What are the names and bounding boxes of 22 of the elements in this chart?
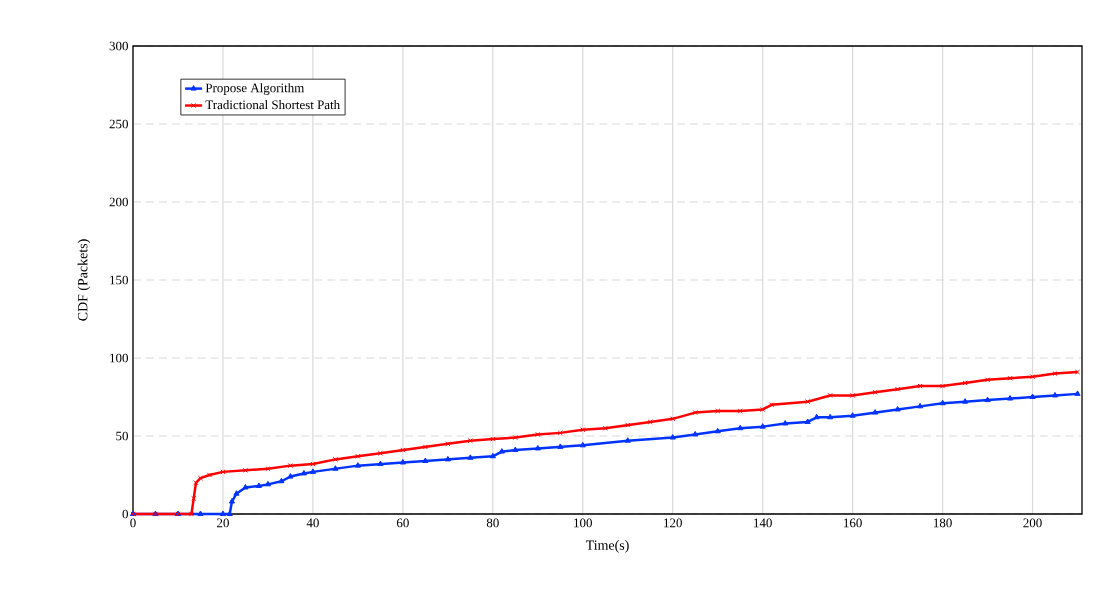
x-tick-label: 0 <box>130 518 136 528</box>
x-tick-label: 160 <box>844 518 862 528</box>
legend-label: Tradictional Shortest Path <box>205 100 340 110</box>
x-axis-title: Time(s) <box>585 540 629 553</box>
x-tick-label: 100 <box>574 518 592 528</box>
x-tick-label: 20 <box>217 518 229 528</box>
x-tick-label: 120 <box>664 518 682 528</box>
y-tick-label: 100 <box>110 353 128 363</box>
y-tick-label: 150 <box>110 275 128 285</box>
y-tick-label: 250 <box>109 119 128 129</box>
y-tick-label: 0 <box>122 509 128 519</box>
x-tick-label: 180 <box>934 518 952 528</box>
x-tick-label: 140 <box>754 518 772 528</box>
x-tick-label: 200 <box>1023 518 1042 528</box>
x-tick-label: 40 <box>306 518 319 528</box>
y-tick-label: 50 <box>116 431 128 441</box>
legend-label: Propose Algorithm <box>205 83 305 95</box>
x-tick-label: 80 <box>486 518 499 528</box>
y-axis-title: CDF (Packets) <box>77 239 91 321</box>
x-tick-label: 60 <box>396 518 409 528</box>
y-tick-label: 200 <box>109 197 128 207</box>
y-tick-label: 300 <box>109 41 128 51</box>
